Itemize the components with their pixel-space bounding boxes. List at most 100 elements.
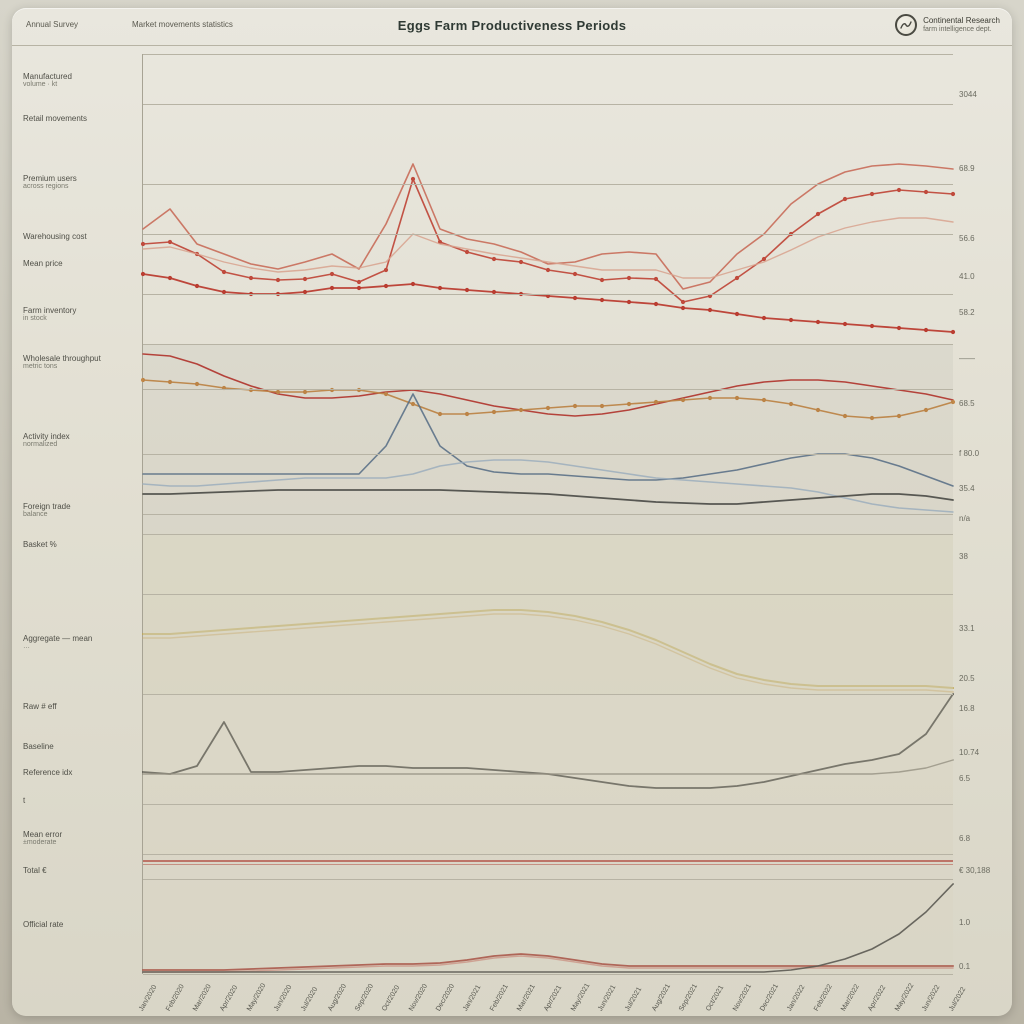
x-axis-ticks: Jan/2020Feb/2020Mar/2020Apr/2020May/2020… xyxy=(142,978,952,1018)
section-E-band xyxy=(143,854,953,974)
marker-A-A2-12 xyxy=(465,250,469,254)
xtick-15: Apr/2021 xyxy=(543,984,563,1012)
xtick-8: Sep/2020 xyxy=(354,983,375,1012)
ylabel-E-0-text: Total € xyxy=(23,866,135,875)
ylabel-D-0: Raw # eff xyxy=(23,702,143,711)
ylabel-B-0-text: Wholesale throughput xyxy=(23,354,135,363)
ylabel-C-1-text: Aggregate — mean xyxy=(23,634,135,643)
ylabel-C-0: Basket % xyxy=(23,540,143,549)
marker-A-A4-17 xyxy=(600,298,604,302)
xtick-25: Feb/2022 xyxy=(813,983,834,1012)
xtick-16: May/2021 xyxy=(570,982,591,1012)
chart-title: Eggs Farm Productiveness Periods xyxy=(12,18,1012,33)
rlabel-D-3: 6.8 xyxy=(959,834,970,843)
marker-A-A2-17 xyxy=(600,278,604,282)
marker-A-A4-18 xyxy=(627,300,631,304)
marker-A-A4-0 xyxy=(141,272,145,276)
marker-A-A4-22 xyxy=(735,312,739,316)
section-D-band xyxy=(143,694,953,854)
marker-A-A4-30 xyxy=(951,330,955,334)
marker-A-A4-26 xyxy=(843,322,847,326)
rlabel-E-0: € 30,188 xyxy=(959,866,990,875)
rlabel-B-4: n/a xyxy=(959,514,970,523)
ylabel-D-2: Reference idx xyxy=(23,768,143,777)
gridline-C-540 xyxy=(143,594,953,595)
xtick-26: Mar/2022 xyxy=(840,983,861,1012)
ylabel-D-3-text: t xyxy=(23,796,135,805)
marker-A-A2-3 xyxy=(222,270,226,274)
xtick-10: Nov/2020 xyxy=(408,983,429,1012)
rlabel-A-4: 58.2 xyxy=(959,308,975,317)
gridline-A-240 xyxy=(143,294,953,295)
marker-A-A2-28 xyxy=(897,188,901,192)
ylabel-A-0-text: Manufactured xyxy=(23,72,135,81)
brand-line1: Continental Research xyxy=(923,17,1000,26)
ylabel-D-3: t xyxy=(23,796,143,805)
ylabel-C-1: Aggregate — mean… xyxy=(23,634,143,651)
ylabel-D-0-text: Raw # eff xyxy=(23,702,135,711)
ylabel-D-4-sub: ±moderate xyxy=(23,839,135,847)
rlabel-A-3: 41.0 xyxy=(959,272,975,281)
marker-A-A4-2 xyxy=(195,284,199,288)
gridline-B-335 xyxy=(143,389,953,390)
xtick-6: Jul/2020 xyxy=(300,986,319,1012)
marker-A-A2-9 xyxy=(384,268,388,272)
rlabel-C-0: 38 xyxy=(959,552,968,561)
xtick-12: Jan/2021 xyxy=(462,984,482,1012)
xtick-11: Dec/2020 xyxy=(435,983,456,1012)
ylabel-A-5: Farm inventoryin stock xyxy=(23,306,143,323)
marker-A-A2-20 xyxy=(681,300,685,304)
xtick-27: Apr/2022 xyxy=(867,984,887,1012)
marker-A-A2-15 xyxy=(546,268,550,272)
xtick-1: Feb/2020 xyxy=(165,983,186,1012)
xtick-28: May/2022 xyxy=(894,982,915,1012)
rlabel-B-0: —— xyxy=(959,354,975,363)
plot-area: Manufacturedvolume · ktRetail movementsP… xyxy=(142,54,953,974)
xtick-9: Oct/2020 xyxy=(381,984,401,1012)
marker-A-A2-14 xyxy=(519,260,523,264)
rlabel-A-0: 3044 xyxy=(959,90,977,99)
marker-A-A4-20 xyxy=(681,306,685,310)
ylabel-D-1-text: Baseline xyxy=(23,742,135,751)
rlabel-C-1: 33.1 xyxy=(959,624,975,633)
brand-text: Continental Research farm intelligence d… xyxy=(923,17,1000,33)
marker-A-A4-23 xyxy=(762,316,766,320)
brand-line2: farm intelligence dept. xyxy=(923,26,1000,34)
ylabel-C-0-text: Basket % xyxy=(23,540,135,549)
marker-A-A2-22 xyxy=(735,276,739,280)
marker-A-A2-13 xyxy=(492,257,496,261)
rlabel-B-3: 35.4 xyxy=(959,484,975,493)
gridline-D-750 xyxy=(143,804,953,805)
ylabel-A-2-text: Premium users xyxy=(23,174,135,183)
ylabel-B-2-sub: balance xyxy=(23,511,135,519)
ylabel-A-3: Warehousing cost xyxy=(23,232,143,241)
series-A-A2 xyxy=(143,179,953,302)
gridline-A-130 xyxy=(143,184,953,185)
marker-A-A4-1 xyxy=(168,276,172,280)
accent-line-0 xyxy=(143,860,953,862)
accent-line-1 xyxy=(143,864,953,865)
xtick-5: Jun/2020 xyxy=(273,984,293,1012)
marker-A-A4-7 xyxy=(330,286,334,290)
marker-A-A2-26 xyxy=(843,197,847,201)
rlabel-D-0: 16.8 xyxy=(959,704,975,713)
xtick-0: Jan/2020 xyxy=(138,984,158,1012)
ylabel-D-1: Baseline xyxy=(23,742,143,751)
gridline-E-920 xyxy=(143,974,953,975)
xtick-20: Sep/2021 xyxy=(678,983,699,1012)
marker-A-A2-4 xyxy=(249,276,253,280)
marker-A-A2-16 xyxy=(573,272,577,276)
gridline-B-290 xyxy=(143,344,953,345)
rlabel-A-1: 68.9 xyxy=(959,164,975,173)
xtick-7: Aug/2020 xyxy=(327,983,348,1012)
ylabel-B-2-text: Foreign trade xyxy=(23,502,135,511)
chart-panel: Annual Survey Market movements statistic… xyxy=(12,8,1012,1016)
ylabel-D-2-text: Reference idx xyxy=(23,768,135,777)
ylabel-A-0-sub: volume · kt xyxy=(23,81,135,89)
xtick-14: Mar/2021 xyxy=(516,983,537,1012)
ylabel-C-1-sub: … xyxy=(23,643,135,651)
xtick-19: Aug/2021 xyxy=(651,983,672,1012)
marker-A-A2-18 xyxy=(627,276,631,280)
ylabel-B-0-sub: metric tons xyxy=(23,363,135,371)
ylabel-B-1-sub: normalized xyxy=(23,441,135,449)
